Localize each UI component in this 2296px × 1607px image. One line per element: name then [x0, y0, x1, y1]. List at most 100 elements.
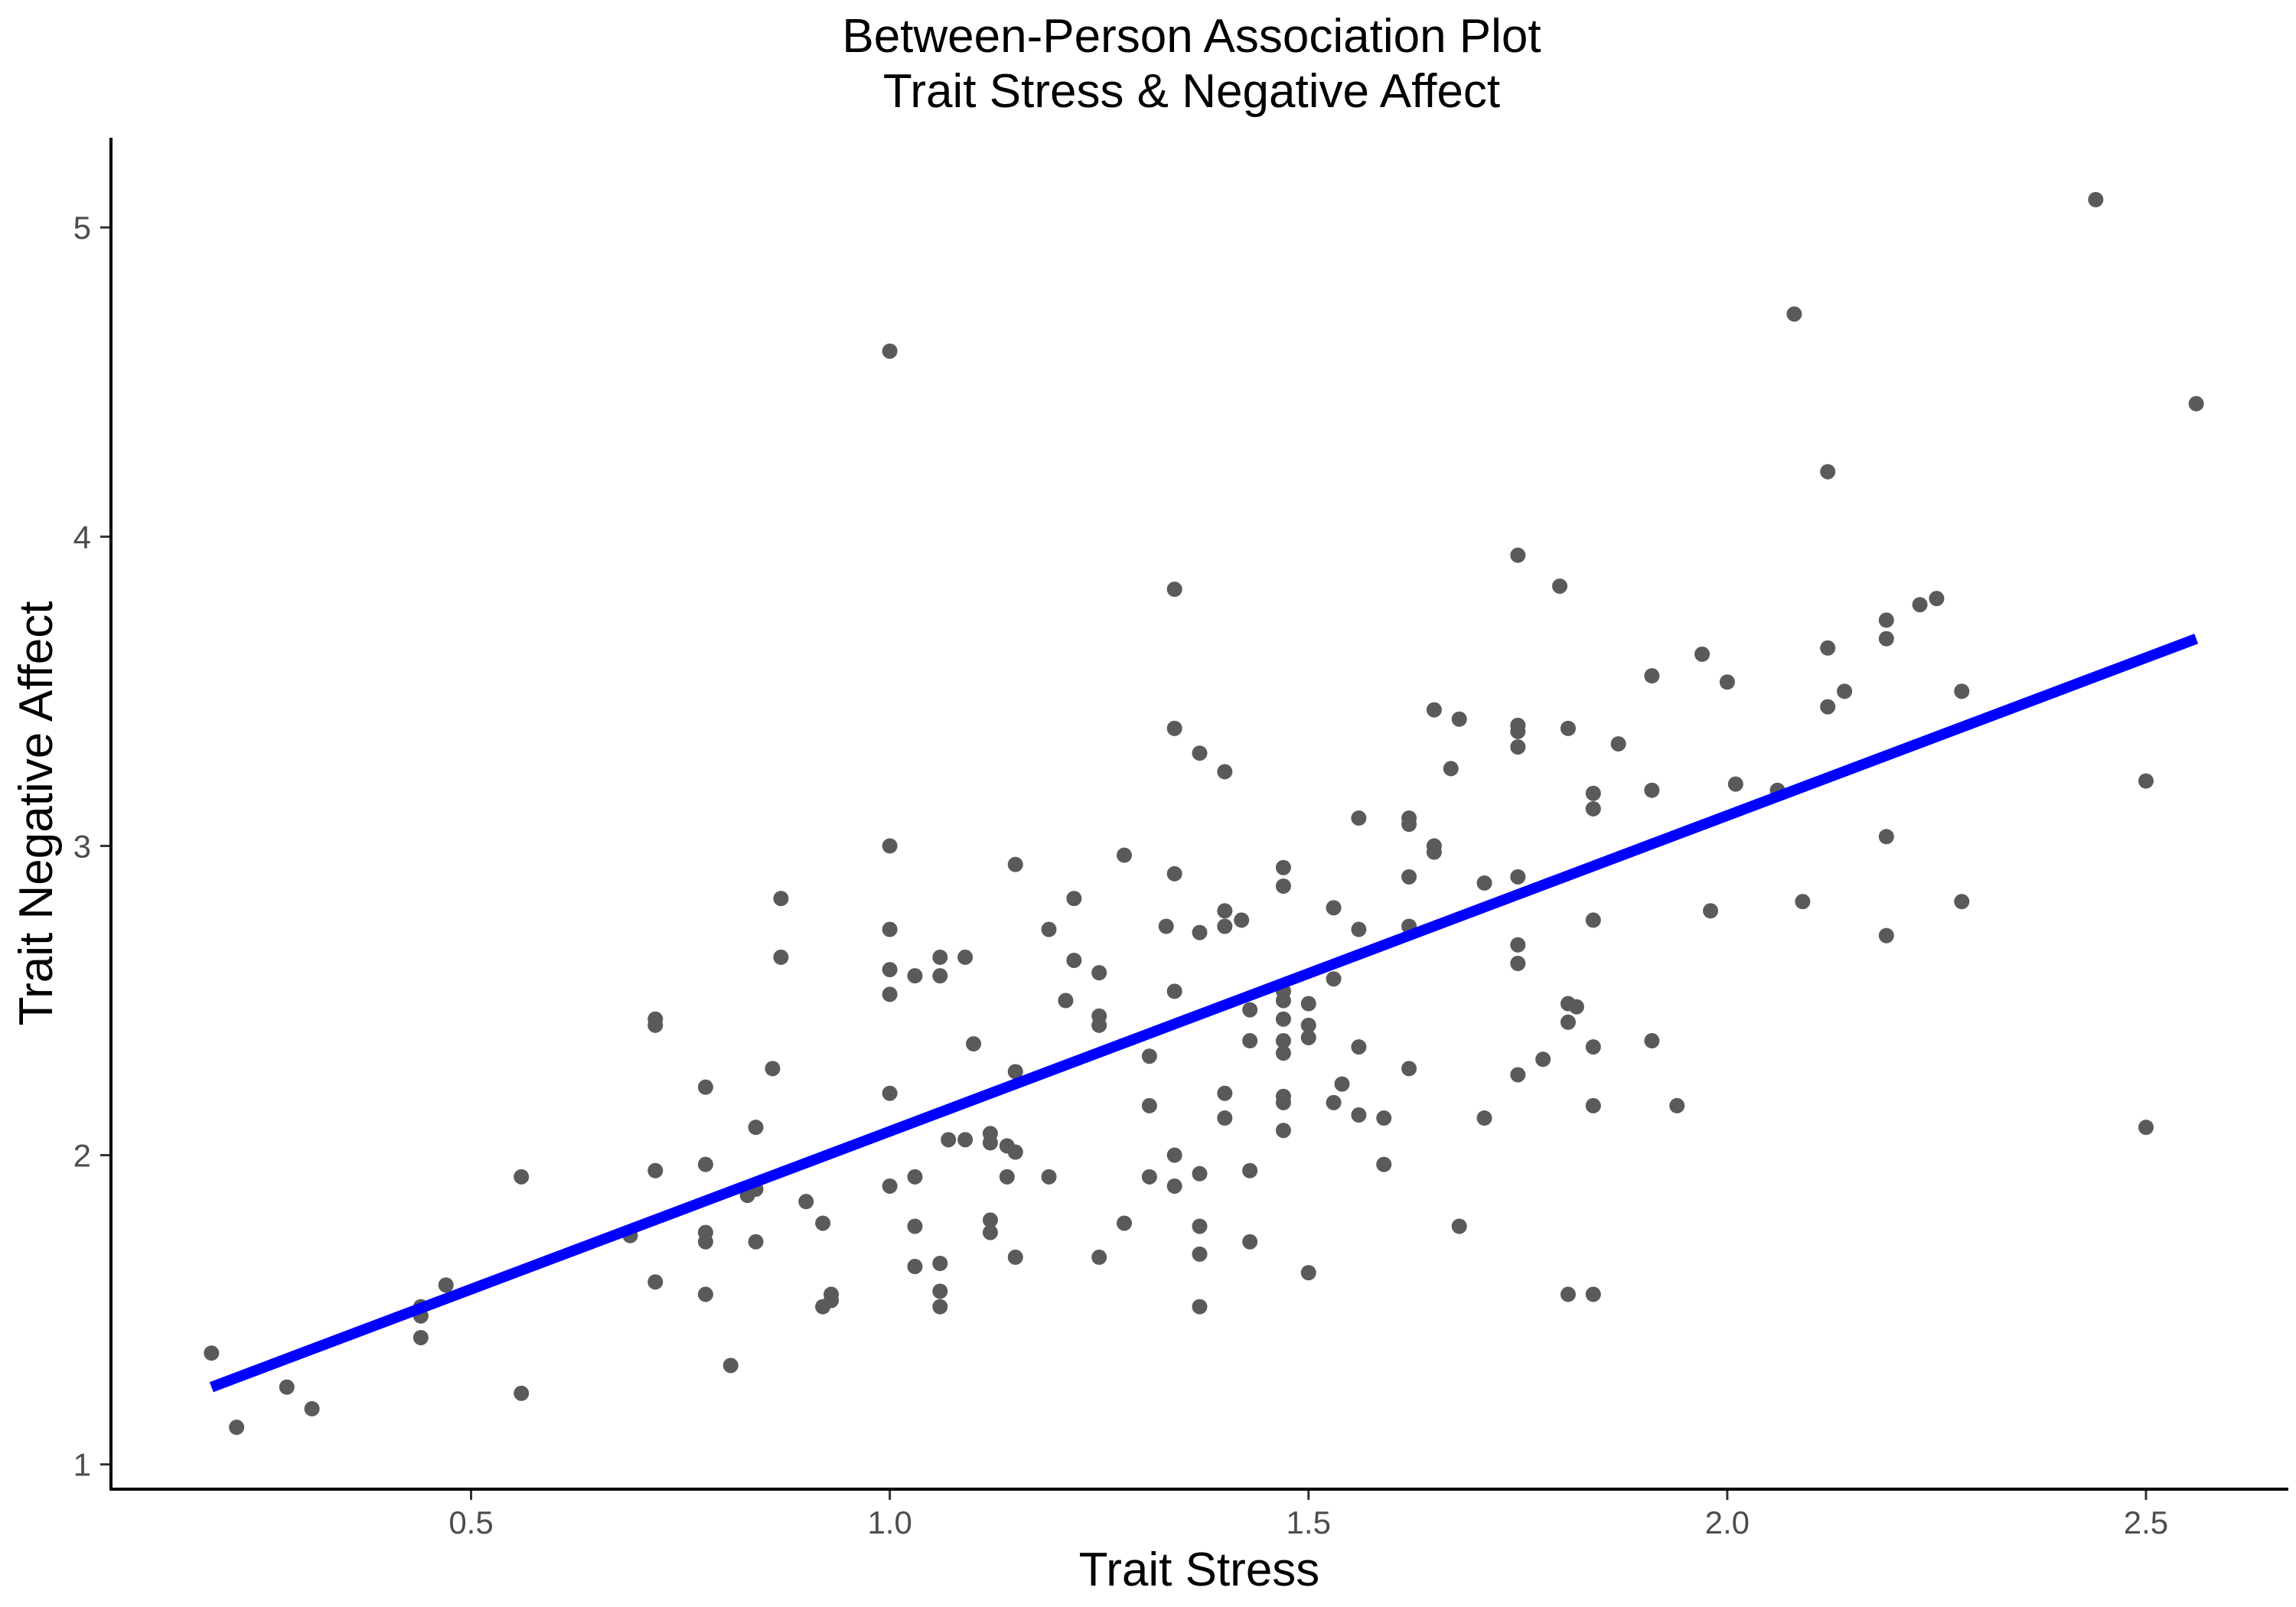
data-point [1141, 1169, 1157, 1185]
data-point [1510, 955, 1526, 971]
data-point [1376, 1110, 1392, 1126]
data-point [1786, 306, 1802, 322]
data-point [1954, 683, 1970, 699]
data-point [932, 968, 948, 984]
data-point [1585, 912, 1601, 928]
data-point [1217, 1110, 1233, 1126]
data-point [1242, 1162, 1258, 1178]
data-point [1878, 612, 1894, 628]
data-point [982, 1212, 998, 1228]
data-point [1560, 1286, 1576, 1302]
data-point [882, 962, 898, 978]
data-point [1326, 900, 1342, 916]
data-point [1217, 764, 1233, 780]
data-point [1820, 640, 1836, 656]
data-point [1702, 903, 1718, 919]
data-point [1376, 1156, 1392, 1172]
data-point [941, 1132, 957, 1148]
data-point [1560, 1014, 1576, 1030]
data-point [798, 1194, 814, 1210]
data-point [966, 1036, 982, 1052]
data-point [1300, 1265, 1316, 1281]
data-point [1007, 856, 1023, 872]
data-point [1954, 894, 1970, 910]
data-point [1644, 782, 1660, 798]
data-point [1300, 1017, 1316, 1033]
x-tick-label: 2.5 [2124, 1504, 2168, 1540]
data-point [957, 1132, 974, 1148]
data-point [204, 1345, 220, 1361]
data-point [1242, 1002, 1258, 1018]
data-point [1510, 723, 1526, 739]
data-point [1192, 924, 1208, 940]
data-point [932, 1299, 948, 1315]
data-point [1401, 1061, 1417, 1077]
x-axis-ticks: 0.5 1.0 1.5 2.0 2.5 [448, 1489, 2168, 1540]
data-point [1166, 582, 1182, 598]
data-point [2138, 773, 2154, 789]
data-point [1326, 971, 1342, 987]
data-point [1820, 699, 1836, 715]
data-point [1795, 894, 1811, 910]
data-point [1066, 952, 1082, 968]
data-point [1275, 859, 1291, 875]
data-point [1401, 817, 1417, 833]
data-point [1644, 1033, 1660, 1049]
data-point [514, 1169, 530, 1185]
data-point [1878, 927, 1894, 944]
data-point [697, 1234, 713, 1250]
data-point [1158, 918, 1174, 934]
data-point [882, 921, 898, 937]
data-point [982, 1135, 998, 1151]
data-point [2188, 396, 2204, 412]
data-point [647, 1017, 664, 1033]
data-point [1234, 912, 1250, 928]
data-point [1351, 810, 1367, 826]
y-tick-label: 3 [73, 828, 91, 864]
data-point [1217, 918, 1233, 934]
data-point [1451, 711, 1467, 727]
data-point [1451, 1218, 1467, 1234]
data-point [413, 1329, 429, 1345]
data-point [722, 1358, 739, 1374]
data-point [1275, 1123, 1291, 1139]
data-point [1275, 1045, 1291, 1061]
data-point [1192, 1246, 1208, 1262]
data-point [1878, 829, 1894, 845]
data-point [882, 986, 898, 1002]
data-point [1066, 891, 1082, 907]
data-point [1334, 1076, 1350, 1092]
data-point [1610, 736, 1626, 752]
data-point [1091, 1249, 1107, 1265]
data-point [957, 949, 974, 965]
data-point [1091, 1017, 1107, 1033]
data-point [1535, 1051, 1551, 1068]
data-point [2138, 1120, 2154, 1136]
data-point [1242, 1234, 1258, 1250]
data-point [1192, 745, 1208, 761]
y-tick-label: 2 [73, 1138, 91, 1174]
data-point [1217, 1085, 1233, 1101]
chart-title: Between-Person Association Plot [842, 10, 1541, 63]
data-point [1275, 1094, 1291, 1110]
data-point [2088, 191, 2104, 207]
y-axis-ticks: 1 2 3 4 5 [73, 210, 111, 1483]
data-point [1510, 869, 1526, 885]
data-point [1585, 800, 1601, 817]
data-point [1192, 1165, 1208, 1182]
data-point [882, 838, 898, 854]
regression-line [209, 634, 2199, 1393]
data-point [1091, 965, 1107, 981]
data-point [882, 1178, 898, 1194]
data-point [229, 1420, 245, 1436]
y-tick-label: 4 [73, 519, 91, 555]
data-point [748, 1234, 764, 1250]
data-point [1585, 1039, 1601, 1055]
data-point [1426, 702, 1442, 718]
data-point [907, 1259, 923, 1275]
data-point [438, 1277, 454, 1293]
data-point [1217, 903, 1233, 919]
data-point [1510, 739, 1526, 755]
data-point [1426, 844, 1442, 860]
